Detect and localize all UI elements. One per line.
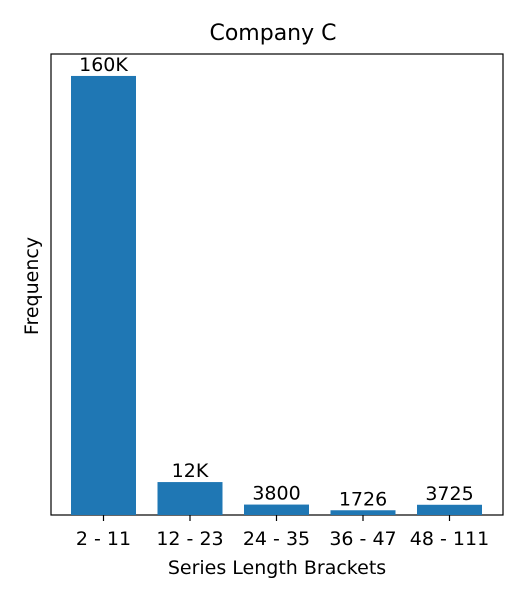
x-tick-label-2: 24 - 35	[243, 528, 310, 550]
x-tick-label-1: 12 - 23	[156, 528, 223, 550]
x-axis-label: Series Length Brackets	[168, 557, 386, 579]
x-tick-label-4: 48 - 111	[410, 528, 489, 550]
x-tick-label-3: 36 - 47	[329, 528, 396, 550]
bar-1	[157, 482, 223, 515]
data-labels-group: 160K 12K 3800 1726 3725	[79, 54, 474, 510]
y-axis-label: Frequency	[21, 237, 43, 335]
bars-group	[71, 75, 482, 515]
data-label-2: 3800	[252, 483, 300, 505]
x-tick-label-0: 2 - 11	[76, 528, 131, 550]
bar-4	[417, 504, 482, 515]
data-label-4: 3725	[425, 483, 473, 505]
bar-2	[244, 504, 309, 515]
bar-0	[71, 75, 136, 515]
bar-3	[330, 510, 396, 515]
data-label-3: 1726	[339, 488, 387, 510]
data-label-0: 160K	[79, 54, 128, 76]
data-label-1: 12K	[172, 460, 209, 482]
chart-title: Company C	[209, 21, 336, 46]
x-ticks-group: 2 - 11 12 - 23 24 - 35 36 - 47 48 - 111	[76, 515, 489, 550]
